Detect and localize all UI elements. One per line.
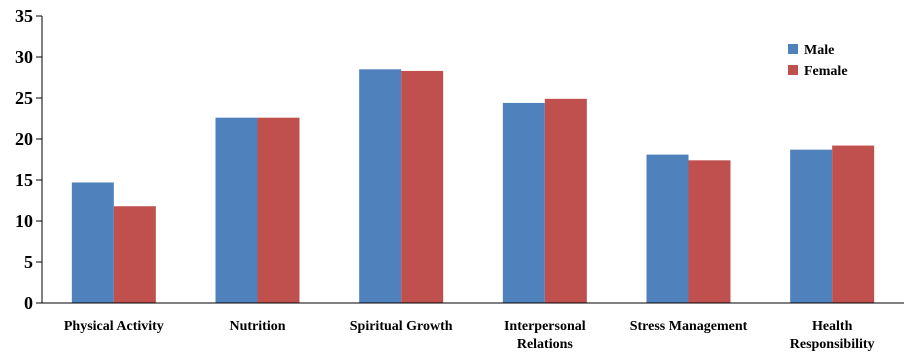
- x-category-label-line: Relations: [517, 337, 574, 352]
- bar-female: [688, 160, 731, 303]
- x-category-label-line: Interpersonal: [504, 319, 586, 334]
- y-tick-label: 10: [15, 211, 33, 231]
- x-category-label: Interpersonal Relations: [504, 319, 586, 352]
- bar-male: [71, 182, 114, 303]
- x-category-label: Health Responsibility: [790, 319, 875, 352]
- bar-female: [257, 117, 300, 304]
- y-tick-label: 20: [15, 129, 33, 149]
- legend: Male Female: [788, 43, 848, 79]
- x-axis-category-labels: Physical Activity Nutrition Spiritual Grow…: [64, 319, 875, 352]
- y-tick-label: 15: [15, 170, 33, 190]
- bar-male: [502, 102, 545, 303]
- bar-female: [401, 70, 444, 303]
- x-category-label: Spiritual Growth: [350, 319, 453, 334]
- bar-male: [790, 149, 833, 303]
- legend-swatch-female: [788, 65, 798, 75]
- x-category-label: Stress Management: [630, 319, 748, 334]
- y-tick-label: 35: [15, 6, 33, 26]
- bar-male: [359, 69, 402, 303]
- bar-series: [71, 69, 875, 304]
- bar-female: [832, 145, 875, 303]
- legend-label-female: Female: [804, 64, 848, 79]
- axes: [41, 16, 904, 304]
- x-category-label-line: Responsibility: [790, 337, 875, 352]
- x-category-label-line: Stress Management: [630, 319, 748, 334]
- legend-swatch-male: [788, 44, 798, 54]
- bar-female: [113, 206, 156, 303]
- y-tick-label: 30: [15, 47, 33, 67]
- x-category-label-line: Health: [812, 319, 853, 334]
- y-axis-ticks: 0 5 10 15 20 25 30 35: [15, 6, 42, 313]
- y-tick-label: 25: [15, 88, 33, 108]
- bar-female: [544, 98, 587, 303]
- y-tick-label: 5: [24, 252, 33, 272]
- legend-label-male: Male: [804, 43, 834, 58]
- bar-male: [646, 154, 689, 303]
- x-category-label-line: Nutrition: [230, 319, 286, 334]
- x-category-label-line: Physical Activity: [64, 319, 164, 334]
- x-category-label-line: Spiritual Growth: [350, 319, 453, 334]
- bar-male: [215, 117, 258, 304]
- x-category-label: Nutrition: [230, 319, 286, 334]
- x-category-label: Physical Activity: [64, 319, 164, 334]
- y-tick-label: 0: [24, 293, 33, 313]
